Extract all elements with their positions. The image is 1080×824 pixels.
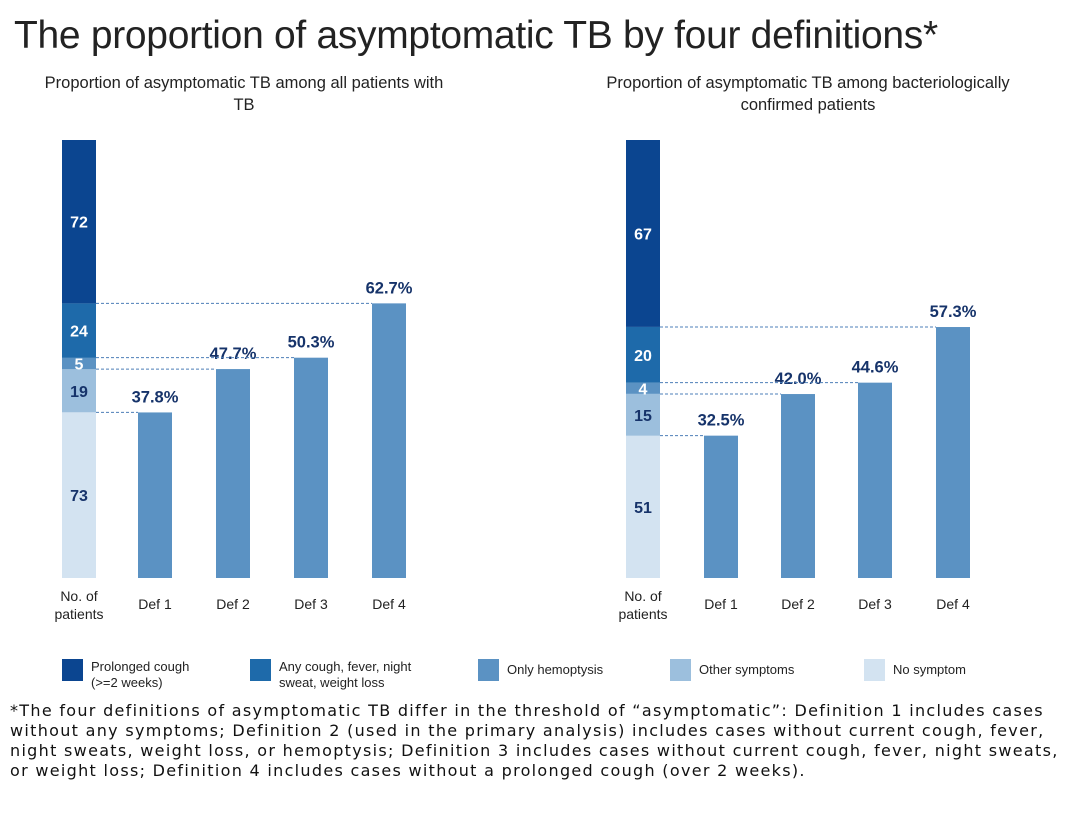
stacked-label-prolonged-cough-right: 67 [634, 226, 652, 243]
bar-def3-left [294, 357, 328, 578]
stacked-segment-other-symptoms-right [626, 393, 660, 436]
bar-def4-right [936, 327, 970, 578]
legend-swatch-only-hemoptysis [478, 659, 499, 681]
charts-area: 73 19 5 24 72 No. of patients 37.8% Def 1 47.7% De… [54, 140, 977, 622]
legend-item-only-hemoptysis: Only hemoptysis [478, 659, 603, 681]
value-label-def1-right: 32.5% [698, 412, 745, 430]
stacked-label-only-hemoptysis-left: 5 [75, 357, 84, 374]
legend-label-any-cough: Any cough, fever, night sweat, weight lo… [279, 659, 412, 690]
legend-label-other-symptoms: Other symptoms [699, 662, 795, 677]
stacked-label-any-cough-left: 24 [70, 324, 88, 341]
stacked-segment-prolonged-cough-right [626, 140, 660, 327]
legend-swatch-no-symptom [864, 659, 885, 681]
bar-def1-right [704, 435, 738, 578]
value-label-def4-right: 57.3% [930, 303, 977, 321]
stacked-label-other-symptoms-right: 15 [634, 408, 652, 425]
legend-item-no-symptom: No symptom [864, 659, 966, 681]
legend-label-prolonged-cough: Prolonged cough (>=2 weeks) [91, 659, 190, 690]
bar-def2-left [216, 369, 250, 578]
legend-item-other-symptoms: Other symptoms [670, 659, 794, 681]
stacked-segment-any-cough-right [626, 326, 660, 383]
legend-item-any-cough: Any cough, fever, night sweat, weight lo… [250, 659, 429, 691]
category-label-def4-right: Def 4 [936, 596, 970, 612]
stacked-segment-any-cough-left [62, 303, 96, 358]
value-label-def3-left: 50.3% [288, 334, 335, 352]
page-title: The proportion of asymptomatic TB by fou… [14, 14, 938, 57]
legend-item-prolonged-cough: Prolonged cough (>=2 weeks) [62, 659, 211, 691]
stacked-label-no-symptom-right: 51 [634, 500, 652, 517]
stacked-segment-only-hemoptysis-right [626, 382, 660, 394]
category-label-def2-left: Def 2 [216, 596, 250, 612]
value-label-def2-left: 47.7% [210, 345, 257, 363]
stacked-label-no-symptom-left: 73 [70, 488, 88, 505]
stacked-label-any-cough-right: 20 [634, 348, 652, 365]
stacked-category-label-line2-left: patients [54, 606, 103, 622]
stacked-label-only-hemoptysis-right: 4 [639, 381, 648, 398]
stacked-category-label-line2-right: patients [618, 606, 667, 622]
value-label-def3-right: 44.6% [852, 359, 899, 377]
stacked-label-prolonged-cough-left: 72 [70, 215, 88, 232]
chart-title-right: Proportion of asymptomatic TB among bact… [606, 74, 1010, 114]
stacked-segment-only-hemoptysis-left [62, 357, 96, 370]
legend-label-only-hemoptysis: Only hemoptysis [507, 662, 604, 677]
stacked-segment-other-symptoms-left [62, 369, 96, 413]
bar-def2-right [781, 394, 815, 578]
stacked-segment-prolonged-cough-left [62, 140, 96, 304]
value-label-def4-left: 62.7% [366, 279, 413, 297]
value-label-def1-left: 37.8% [132, 388, 179, 406]
legend-swatch-prolonged-cough [62, 659, 83, 681]
chart-title-left: Proportion of asymptomatic TB among all … [44, 74, 444, 114]
category-label-def3-right: Def 3 [858, 596, 892, 612]
stacked-category-label-line1-right: No. of [624, 588, 661, 604]
bar-def3-right [858, 382, 892, 578]
value-label-def2-right: 42.0% [775, 370, 822, 388]
footnote: *The four definitions of asymptomatic TB… [10, 701, 1059, 780]
legend-swatch-any-cough [250, 659, 271, 681]
bar-def4-left [372, 303, 406, 578]
category-label-def4-left: Def 4 [372, 596, 406, 612]
legend-swatch-other-symptoms [670, 659, 691, 681]
category-label-def3-left: Def 3 [294, 596, 328, 612]
stacked-category-label-line1-left: No. of [60, 588, 97, 604]
legend-label-no-symptom: No symptom [893, 662, 966, 677]
stacked-segment-no-symptom-left [62, 412, 96, 578]
stacked-segment-no-symptom-right [626, 435, 660, 578]
category-label-def1-left: Def 1 [138, 596, 172, 612]
category-label-def1-right: Def 1 [704, 596, 738, 612]
legend: Prolonged cough (>=2 weeks) Any cough, f… [0, 659, 1080, 693]
category-label-def2-right: Def 2 [781, 596, 815, 612]
bar-def1-left [138, 412, 172, 578]
stacked-label-other-symptoms-left: 19 [70, 384, 88, 401]
